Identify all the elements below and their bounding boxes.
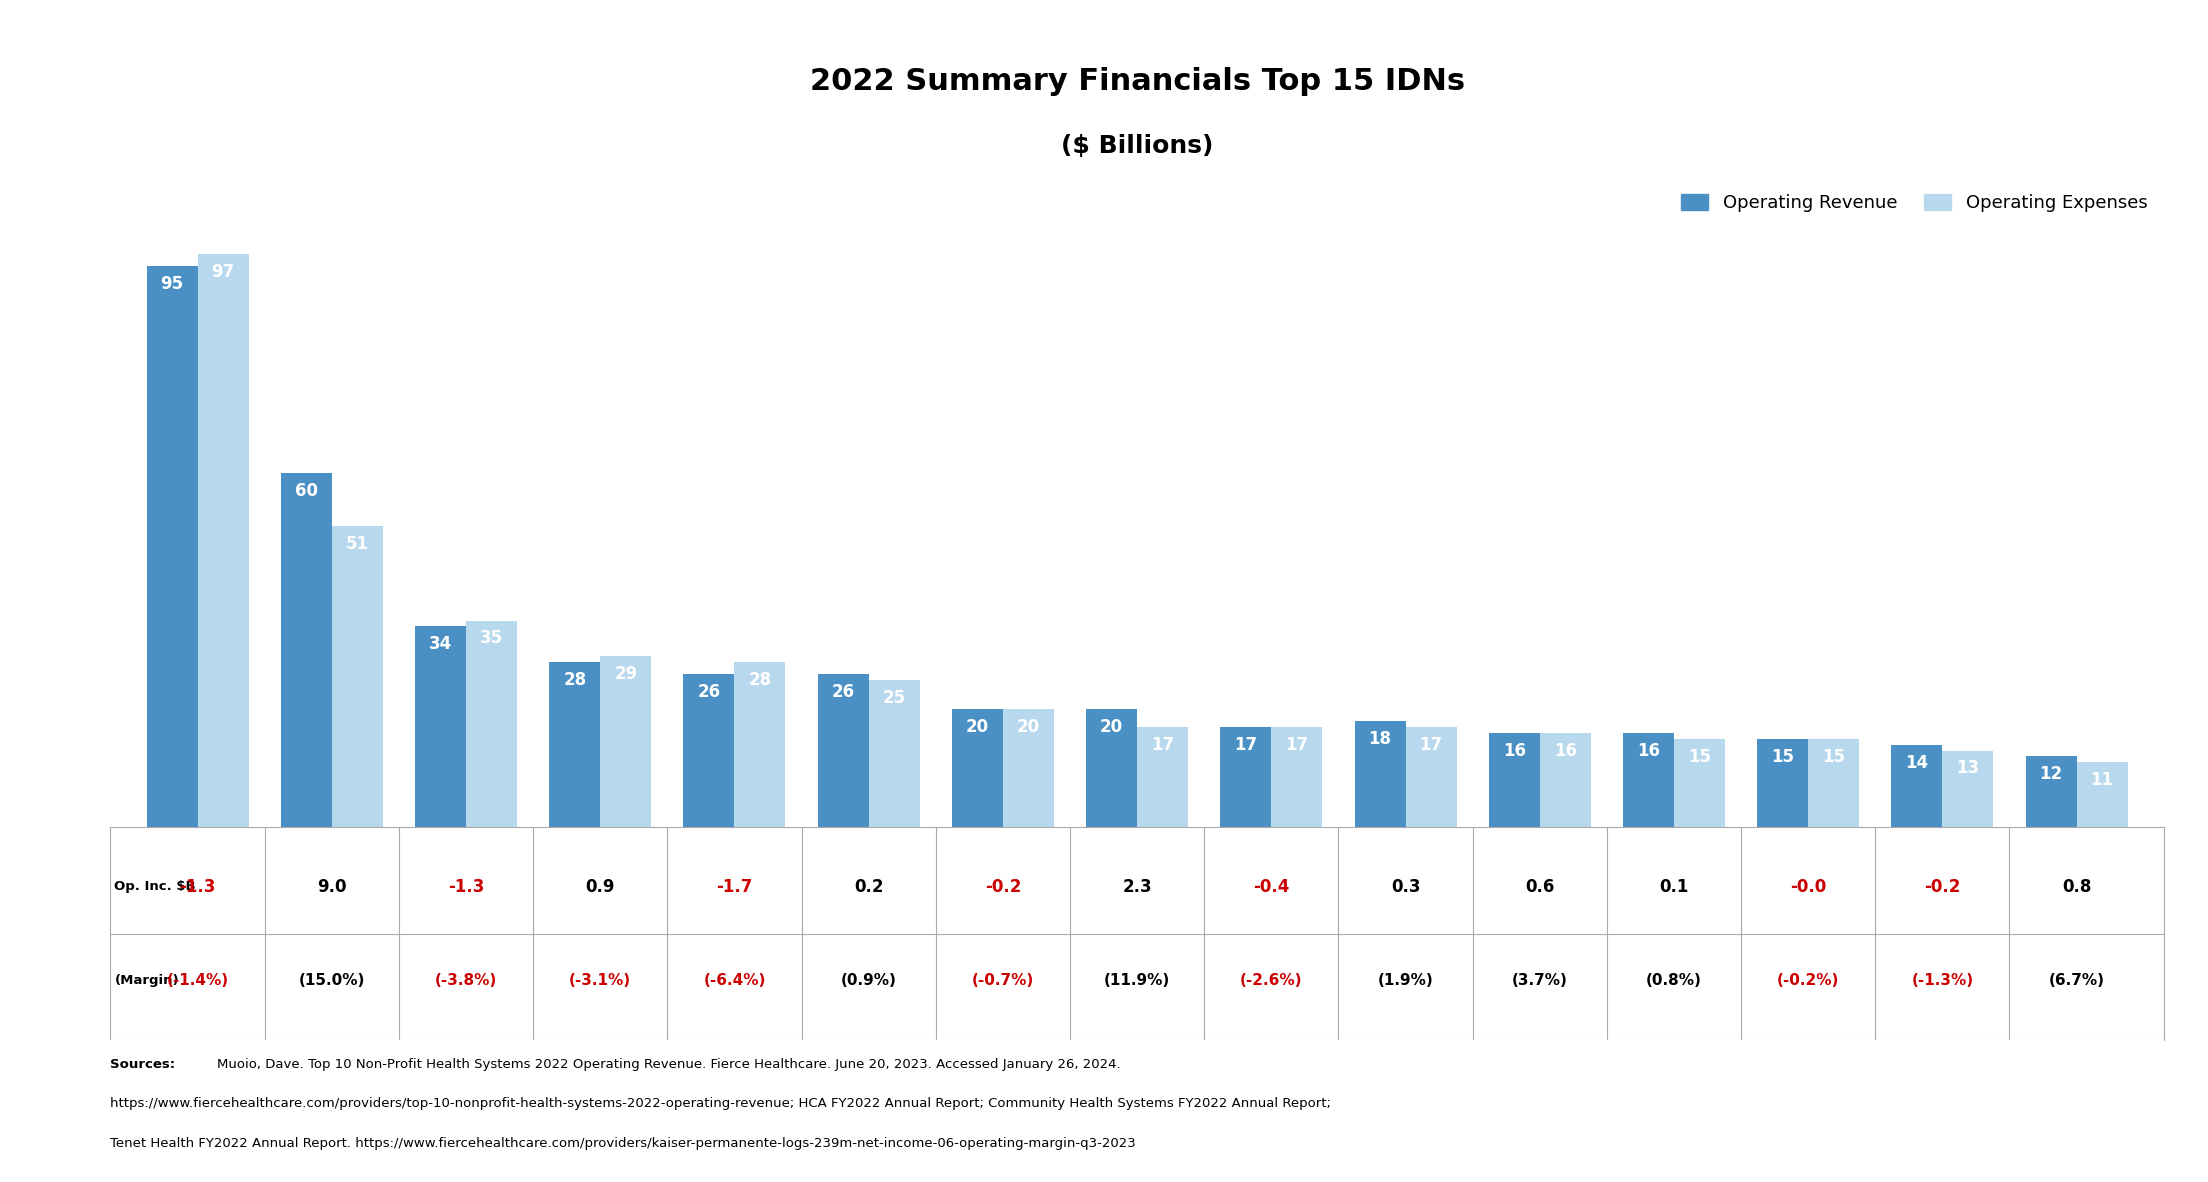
Text: Sources:: Sources: — [110, 1058, 174, 1071]
Text: -1.7: -1.7 — [715, 878, 753, 896]
Text: (-3.8%): (-3.8%) — [435, 973, 497, 988]
Text: (-3.1%): (-3.1%) — [570, 973, 631, 988]
Bar — [1758, 739, 1808, 827]
Text: 95: 95 — [161, 275, 183, 293]
Text: 20: 20 — [1100, 717, 1124, 736]
Bar — [1892, 745, 1943, 827]
Bar — [1221, 727, 1272, 827]
Bar — [817, 674, 868, 827]
Bar — [280, 473, 331, 827]
Text: 2.3: 2.3 — [1122, 878, 1153, 896]
Text: (0.9%): (0.9%) — [841, 973, 896, 988]
Text: 15: 15 — [1822, 747, 1846, 766]
Bar — [735, 662, 786, 827]
Text: (0.8%): (0.8%) — [1645, 973, 1702, 988]
Text: Tenet Health FY2022 Annual Report. https://www.fiercehealthcare.com/providers/ka: Tenet Health FY2022 Annual Report. https… — [110, 1137, 1137, 1150]
Text: 15: 15 — [1687, 747, 1711, 766]
Text: 12: 12 — [2040, 766, 2062, 784]
Text: 0.3: 0.3 — [1391, 878, 1420, 896]
Text: (-0.2%): (-0.2%) — [1777, 973, 1839, 988]
Text: -0.2: -0.2 — [985, 878, 1020, 896]
Bar — [466, 621, 517, 827]
Text: 0.6: 0.6 — [1526, 878, 1554, 896]
Bar — [1406, 727, 1457, 827]
Text: 0.1: 0.1 — [1658, 878, 1689, 896]
Bar — [601, 656, 651, 827]
Text: (3.7%): (3.7%) — [1512, 973, 1568, 988]
Text: 28: 28 — [563, 671, 587, 689]
Bar — [1137, 727, 1188, 827]
Bar — [2025, 756, 2076, 827]
Text: 97: 97 — [212, 262, 234, 281]
Text: (1.9%): (1.9%) — [1378, 973, 1433, 988]
Text: 17: 17 — [1150, 735, 1175, 754]
Text: -0.0: -0.0 — [1791, 878, 1826, 896]
Text: (-2.6%): (-2.6%) — [1241, 973, 1303, 988]
Text: 13: 13 — [1956, 759, 1978, 778]
Legend: Operating Revenue, Operating Expenses: Operating Revenue, Operating Expenses — [1674, 187, 2155, 219]
Text: 17: 17 — [1420, 735, 1442, 754]
Bar — [146, 266, 199, 827]
Text: 9.0: 9.0 — [318, 878, 347, 896]
Bar — [1539, 733, 1590, 827]
Text: 20: 20 — [1018, 717, 1040, 736]
Bar — [868, 680, 921, 827]
Text: (-1.3%): (-1.3%) — [1912, 973, 1974, 988]
Text: 51: 51 — [347, 534, 369, 553]
Bar — [1354, 721, 1406, 827]
Text: 60: 60 — [296, 482, 318, 500]
Text: 16: 16 — [1504, 742, 1526, 760]
Text: 0.9: 0.9 — [585, 878, 616, 896]
Text: 18: 18 — [1369, 729, 1391, 748]
Text: 14: 14 — [1906, 754, 1928, 772]
Text: 26: 26 — [698, 682, 720, 701]
Text: 11: 11 — [2091, 771, 2113, 790]
Text: https://www.fiercehealthcare.com/providers/top-10-nonprofit-health-systems-2022-: https://www.fiercehealthcare.com/provide… — [110, 1097, 1331, 1110]
Bar — [952, 709, 1002, 827]
Bar — [415, 626, 466, 827]
Text: 17: 17 — [1285, 735, 1309, 754]
Bar — [1674, 739, 1724, 827]
Text: 2022 Summary Financials Top 15 IDNs: 2022 Summary Financials Top 15 IDNs — [810, 66, 1464, 96]
Text: (-0.7%): (-0.7%) — [972, 973, 1033, 988]
Text: 28: 28 — [749, 671, 771, 689]
Text: Op. Inc. $B: Op. Inc. $B — [115, 881, 197, 894]
Text: 0.8: 0.8 — [2062, 878, 2091, 896]
Text: (-6.4%): (-6.4%) — [704, 973, 766, 988]
Text: 0.2: 0.2 — [854, 878, 883, 896]
Text: 20: 20 — [965, 717, 989, 736]
Bar — [1623, 733, 1674, 827]
Text: (6.7%): (6.7%) — [2049, 973, 2104, 988]
Text: (-1.4%): (-1.4%) — [166, 973, 230, 988]
Bar — [199, 254, 250, 827]
Text: Muoio, Dave. Top 10 Non-Profit Health Systems 2022 Operating Revenue. Fierce Hea: Muoio, Dave. Top 10 Non-Profit Health Sy… — [216, 1058, 1122, 1071]
Text: -0.2: -0.2 — [1923, 878, 1961, 896]
Bar — [1943, 751, 1994, 827]
Text: 29: 29 — [614, 664, 638, 683]
Bar — [1086, 709, 1137, 827]
Text: (15.0%): (15.0%) — [298, 973, 364, 988]
Text: (11.9%): (11.9%) — [1104, 973, 1170, 988]
Text: -0.4: -0.4 — [1254, 878, 1289, 896]
Text: 34: 34 — [428, 636, 453, 654]
Text: (Margin): (Margin) — [115, 974, 179, 987]
Bar — [331, 526, 382, 827]
Text: 35: 35 — [479, 629, 503, 648]
Text: ($ Billions): ($ Billions) — [1060, 135, 1214, 158]
Text: 25: 25 — [883, 688, 905, 707]
Text: 17: 17 — [1234, 735, 1256, 754]
Text: 26: 26 — [832, 682, 854, 701]
Text: -1.3: -1.3 — [448, 878, 484, 896]
Text: -1.3: -1.3 — [179, 878, 216, 896]
Bar — [2076, 762, 2129, 827]
Text: 16: 16 — [1554, 742, 1577, 760]
Bar — [684, 674, 735, 827]
Bar — [550, 662, 601, 827]
Bar — [1488, 733, 1539, 827]
Bar — [1272, 727, 1323, 827]
Text: 15: 15 — [1771, 747, 1795, 766]
Bar — [1002, 709, 1053, 827]
Bar — [1808, 739, 1859, 827]
Text: 16: 16 — [1636, 742, 1660, 760]
